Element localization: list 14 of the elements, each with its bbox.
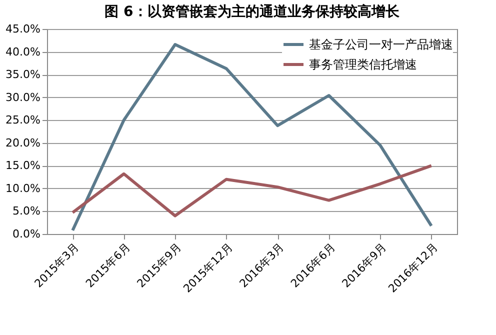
y-tick-label: 25.0% [6, 114, 40, 127]
line-series [71, 164, 433, 218]
y-tick-label: 15.0% [6, 159, 40, 172]
y-tick-label: 0.0% [12, 228, 40, 240]
y-tick-label: 20.0% [6, 136, 40, 150]
y-tick-label: 35.0% [6, 68, 40, 82]
legend-label: 基金子公司一对一产品增速 [309, 38, 453, 52]
y-tick-label: 5.0% [12, 204, 40, 218]
y-tick-label: 45.0% [6, 22, 40, 36]
chart-title: 图 6：以资管嵌套为主的通道业务保持较高增长 [104, 3, 400, 20]
y-tick-label: 40.0% [6, 45, 40, 58]
y-tick-label: 30.0% [6, 90, 40, 104]
y-tick-label: 10.0% [6, 182, 40, 195]
legend-label: 事务管理类信托增速 [309, 58, 417, 72]
